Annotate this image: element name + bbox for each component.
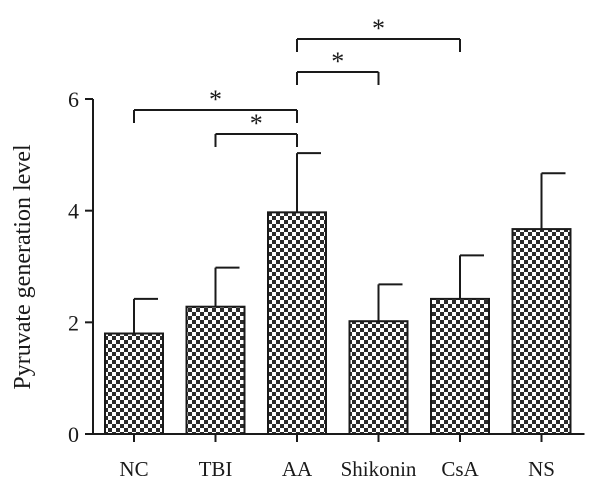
significance-star: * xyxy=(331,47,344,76)
y-tick-label: 0 xyxy=(68,422,79,447)
bar xyxy=(511,228,572,435)
x-tick-label: Shikonin xyxy=(341,457,417,481)
bar xyxy=(185,305,246,436)
x-tick-label: TBI xyxy=(199,457,233,481)
significance-star: * xyxy=(372,14,385,43)
bar xyxy=(430,297,490,435)
plot-area: 0 2 4 6 NC TBI AA Shikonin CsA NS * * * * xyxy=(68,14,585,481)
x-tick-label: NC xyxy=(119,457,148,481)
significance-star: * xyxy=(250,109,263,138)
bar xyxy=(267,211,327,435)
y-tick-label: 2 xyxy=(68,310,79,335)
y-tick-label: 6 xyxy=(68,87,79,112)
y-axis-label: Pyruvate generation level xyxy=(10,144,36,390)
bar xyxy=(348,320,409,436)
x-tick-label: NS xyxy=(528,457,555,481)
x-tick-label: CsA xyxy=(441,457,479,481)
bar xyxy=(104,332,164,435)
significance-star: * xyxy=(209,85,222,114)
y-tick-label: 4 xyxy=(68,199,79,224)
x-tick-label: AA xyxy=(282,457,313,481)
